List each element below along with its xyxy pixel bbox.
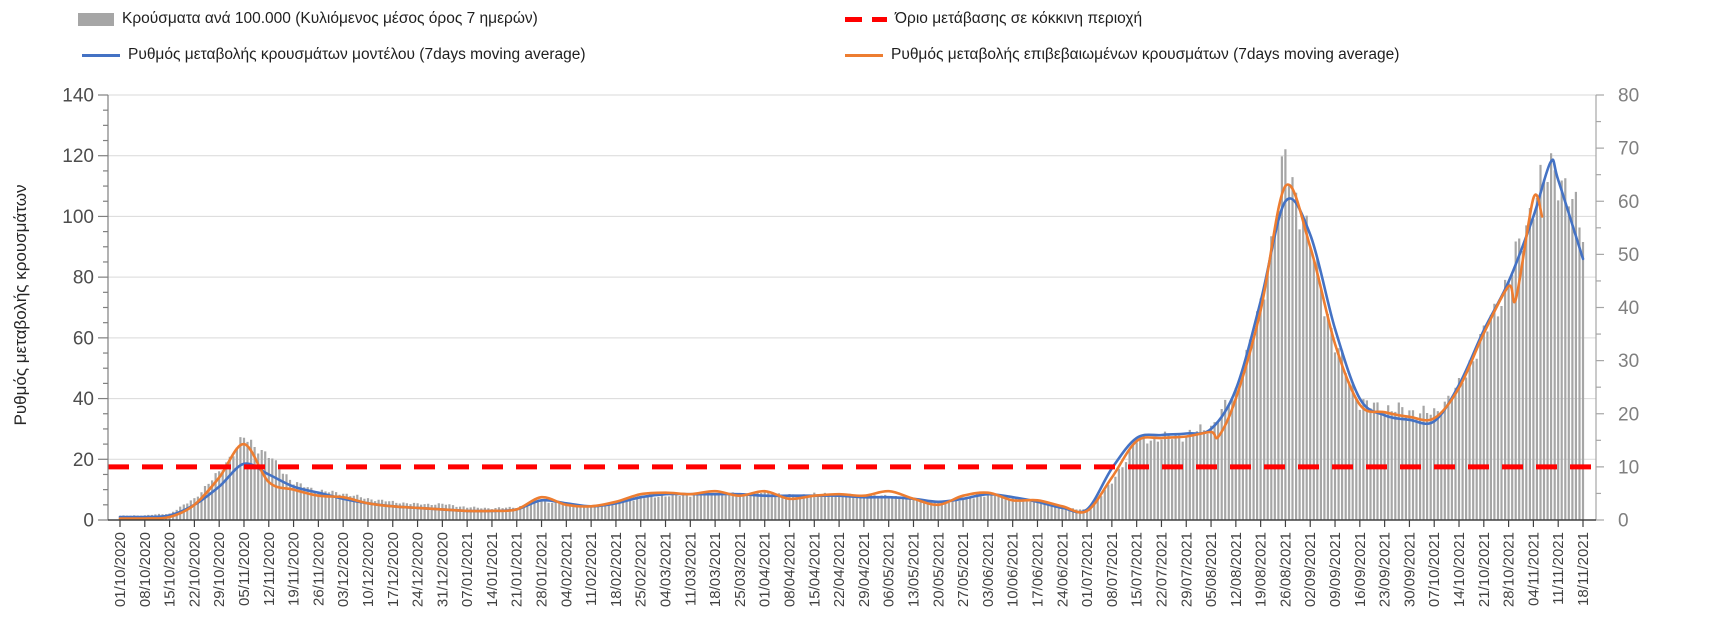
- y-right-tick-label: 0: [1618, 511, 1629, 532]
- x-tick-label: 05/08/2021: [1203, 532, 1220, 607]
- x-tick-label: 05/11/2020: [236, 532, 253, 606]
- x-tick-label: 04/03/2021: [658, 532, 675, 607]
- y-axis-title-left: Ρυθμός μεταβολής κρουσμάτων: [11, 185, 30, 426]
- y-left-tick-label: 20: [73, 450, 94, 471]
- x-tick-label: 18/03/2021: [707, 532, 724, 607]
- x-tick-label: 28/10/2021: [1501, 532, 1518, 607]
- x-tick-label: 09/09/2021: [1327, 532, 1344, 607]
- x-tick-label: 15/07/2021: [1129, 532, 1146, 607]
- x-tick-label: 25/03/2021: [732, 532, 749, 607]
- y-right-tick-label: 50: [1618, 245, 1639, 266]
- x-tick-label: 20/05/2021: [930, 532, 947, 607]
- x-tick-label: 16/09/2021: [1352, 532, 1369, 607]
- x-tick-label: 03/12/2020: [335, 532, 352, 607]
- bar-swatch-icon: [78, 12, 114, 26]
- legend-item-red-threshold: Όριο μετάβασης σε κόκκινη περιοχή: [845, 10, 1142, 28]
- x-tick-label: 19/08/2021: [1253, 532, 1270, 607]
- x-tick-label: 19/11/2020: [286, 532, 303, 606]
- cases-bars-series: [118, 149, 1585, 520]
- legend-item-cases-bars: Κρούσματα ανά 100.000 (Κυλιόμενος μέσος …: [78, 10, 538, 28]
- x-tick-label: 11/03/2021: [682, 532, 699, 606]
- y-left-tick-label: 140: [62, 86, 94, 107]
- y-right-tick-label: 40: [1618, 298, 1639, 319]
- y-right-tick-label: 60: [1618, 192, 1639, 213]
- x-tick-label: 04/02/2021: [558, 532, 575, 607]
- x-tick-label: 18/02/2021: [608, 532, 625, 607]
- x-tick-label: 01/10/2020: [112, 532, 129, 607]
- x-tick-label: 03/06/2021: [980, 532, 997, 607]
- x-tick-label: 08/10/2020: [137, 532, 154, 607]
- x-tick-label: 29/07/2021: [1178, 532, 1195, 607]
- x-tick-label: 07/01/2021: [459, 532, 476, 607]
- x-tick-label: 31/12/2020: [434, 532, 451, 607]
- x-tick-label: 17/12/2020: [385, 532, 402, 607]
- x-tick-label: 12/11/2020: [261, 532, 278, 606]
- x-tick-label: 27/05/2021: [955, 532, 972, 607]
- x-tick-label: 15/04/2021: [806, 532, 823, 607]
- legend-item-model-line: Ρυθμός μεταβολής κρουσμάτων μοντέλου (7d…: [82, 46, 586, 64]
- x-tick-label: 14/10/2021: [1451, 532, 1468, 607]
- line-swatch-icon: [845, 53, 883, 57]
- x-tick-label: 08/04/2021: [782, 532, 799, 607]
- y-left-tick-label: 60: [73, 328, 94, 349]
- x-tick-label: 01/04/2021: [757, 532, 774, 607]
- legend-item-confirmed-line: Ρυθμός μεταβολής επιβεβαιωμένων κρουσμάτ…: [845, 46, 1399, 64]
- x-tick-label: 22/07/2021: [1154, 532, 1171, 607]
- x-tick-label: 29/04/2021: [856, 532, 873, 607]
- legend-label: Κρούσματα ανά 100.000 (Κυλιόμενος μέσος …: [122, 10, 538, 27]
- x-tick-label: 01/07/2021: [1079, 532, 1096, 607]
- x-tick-label: 29/10/2020: [211, 532, 228, 607]
- x-tick-label: 10/06/2021: [1005, 532, 1022, 607]
- x-tick-label: 26/11/2020: [310, 532, 327, 606]
- legend-label: Όριο μετάβασης σε κόκκινη περιοχή: [895, 10, 1143, 27]
- x-tick-label: 11/11/2021: [1550, 532, 1567, 605]
- x-tick-label: 17/06/2021: [1030, 532, 1047, 607]
- x-tick-label: 10/12/2020: [360, 532, 377, 607]
- confirmed-rate-line: [118, 183, 1544, 520]
- x-tick-label: 26/08/2021: [1277, 532, 1294, 607]
- x-tick-label: 21/01/2021: [509, 532, 526, 607]
- y-left-tick-label: 0: [83, 511, 94, 532]
- x-tick-label: 15/10/2020: [162, 532, 179, 607]
- x-tick-label: 02/09/2021: [1302, 532, 1319, 607]
- line-swatch-icon: [82, 53, 120, 57]
- y-right-tick-label: 30: [1618, 351, 1639, 372]
- dashed-line-swatch-icon: [845, 16, 887, 22]
- y-left-tick-label: 120: [62, 146, 94, 167]
- x-tick-label: 25/02/2021: [633, 532, 650, 607]
- x-tick-label: 24/12/2020: [410, 532, 427, 607]
- x-tick-label: 28/01/2021: [534, 532, 551, 607]
- x-tick-label: 21/10/2021: [1476, 532, 1493, 607]
- x-tick-label: 11/02/2021: [583, 532, 600, 606]
- x-tick-label: 24/06/2021: [1054, 532, 1071, 607]
- y-left-tick-label: 100: [62, 207, 94, 228]
- x-tick-label: 30/09/2021: [1401, 532, 1418, 607]
- legend-label: Ρυθμός μεταβολής κρουσμάτων μοντέλου (7d…: [128, 46, 586, 63]
- x-tick-label: 23/09/2021: [1377, 532, 1394, 607]
- x-tick-label: 22/04/2021: [831, 532, 848, 607]
- x-tick-label: 18/11/2021: [1575, 532, 1592, 606]
- x-tick-label: 08/07/2021: [1104, 532, 1121, 607]
- y-right-tick-label: 20: [1618, 404, 1639, 425]
- x-tick-label: 04/11/2021: [1525, 532, 1542, 606]
- y-right-tick-label: 70: [1618, 139, 1639, 160]
- x-tick-label: 06/05/2021: [881, 532, 898, 607]
- x-tick-label: 22/10/2020: [186, 532, 203, 607]
- x-tick-label: 12/08/2021: [1228, 532, 1245, 607]
- y-left-tick-label: 40: [73, 389, 94, 410]
- y-right-tick-label: 10: [1618, 457, 1639, 478]
- legend-label: Ρυθμός μεταβολής επιβεβαιωμένων κρουσμάτ…: [891, 46, 1400, 63]
- x-tick-label: 07/10/2021: [1426, 532, 1443, 607]
- x-tick-label: 14/01/2021: [484, 532, 501, 607]
- y-right-tick-label: 80: [1618, 86, 1639, 107]
- y-left-tick-label: 80: [73, 268, 94, 289]
- x-tick-label: 13/05/2021: [906, 532, 923, 607]
